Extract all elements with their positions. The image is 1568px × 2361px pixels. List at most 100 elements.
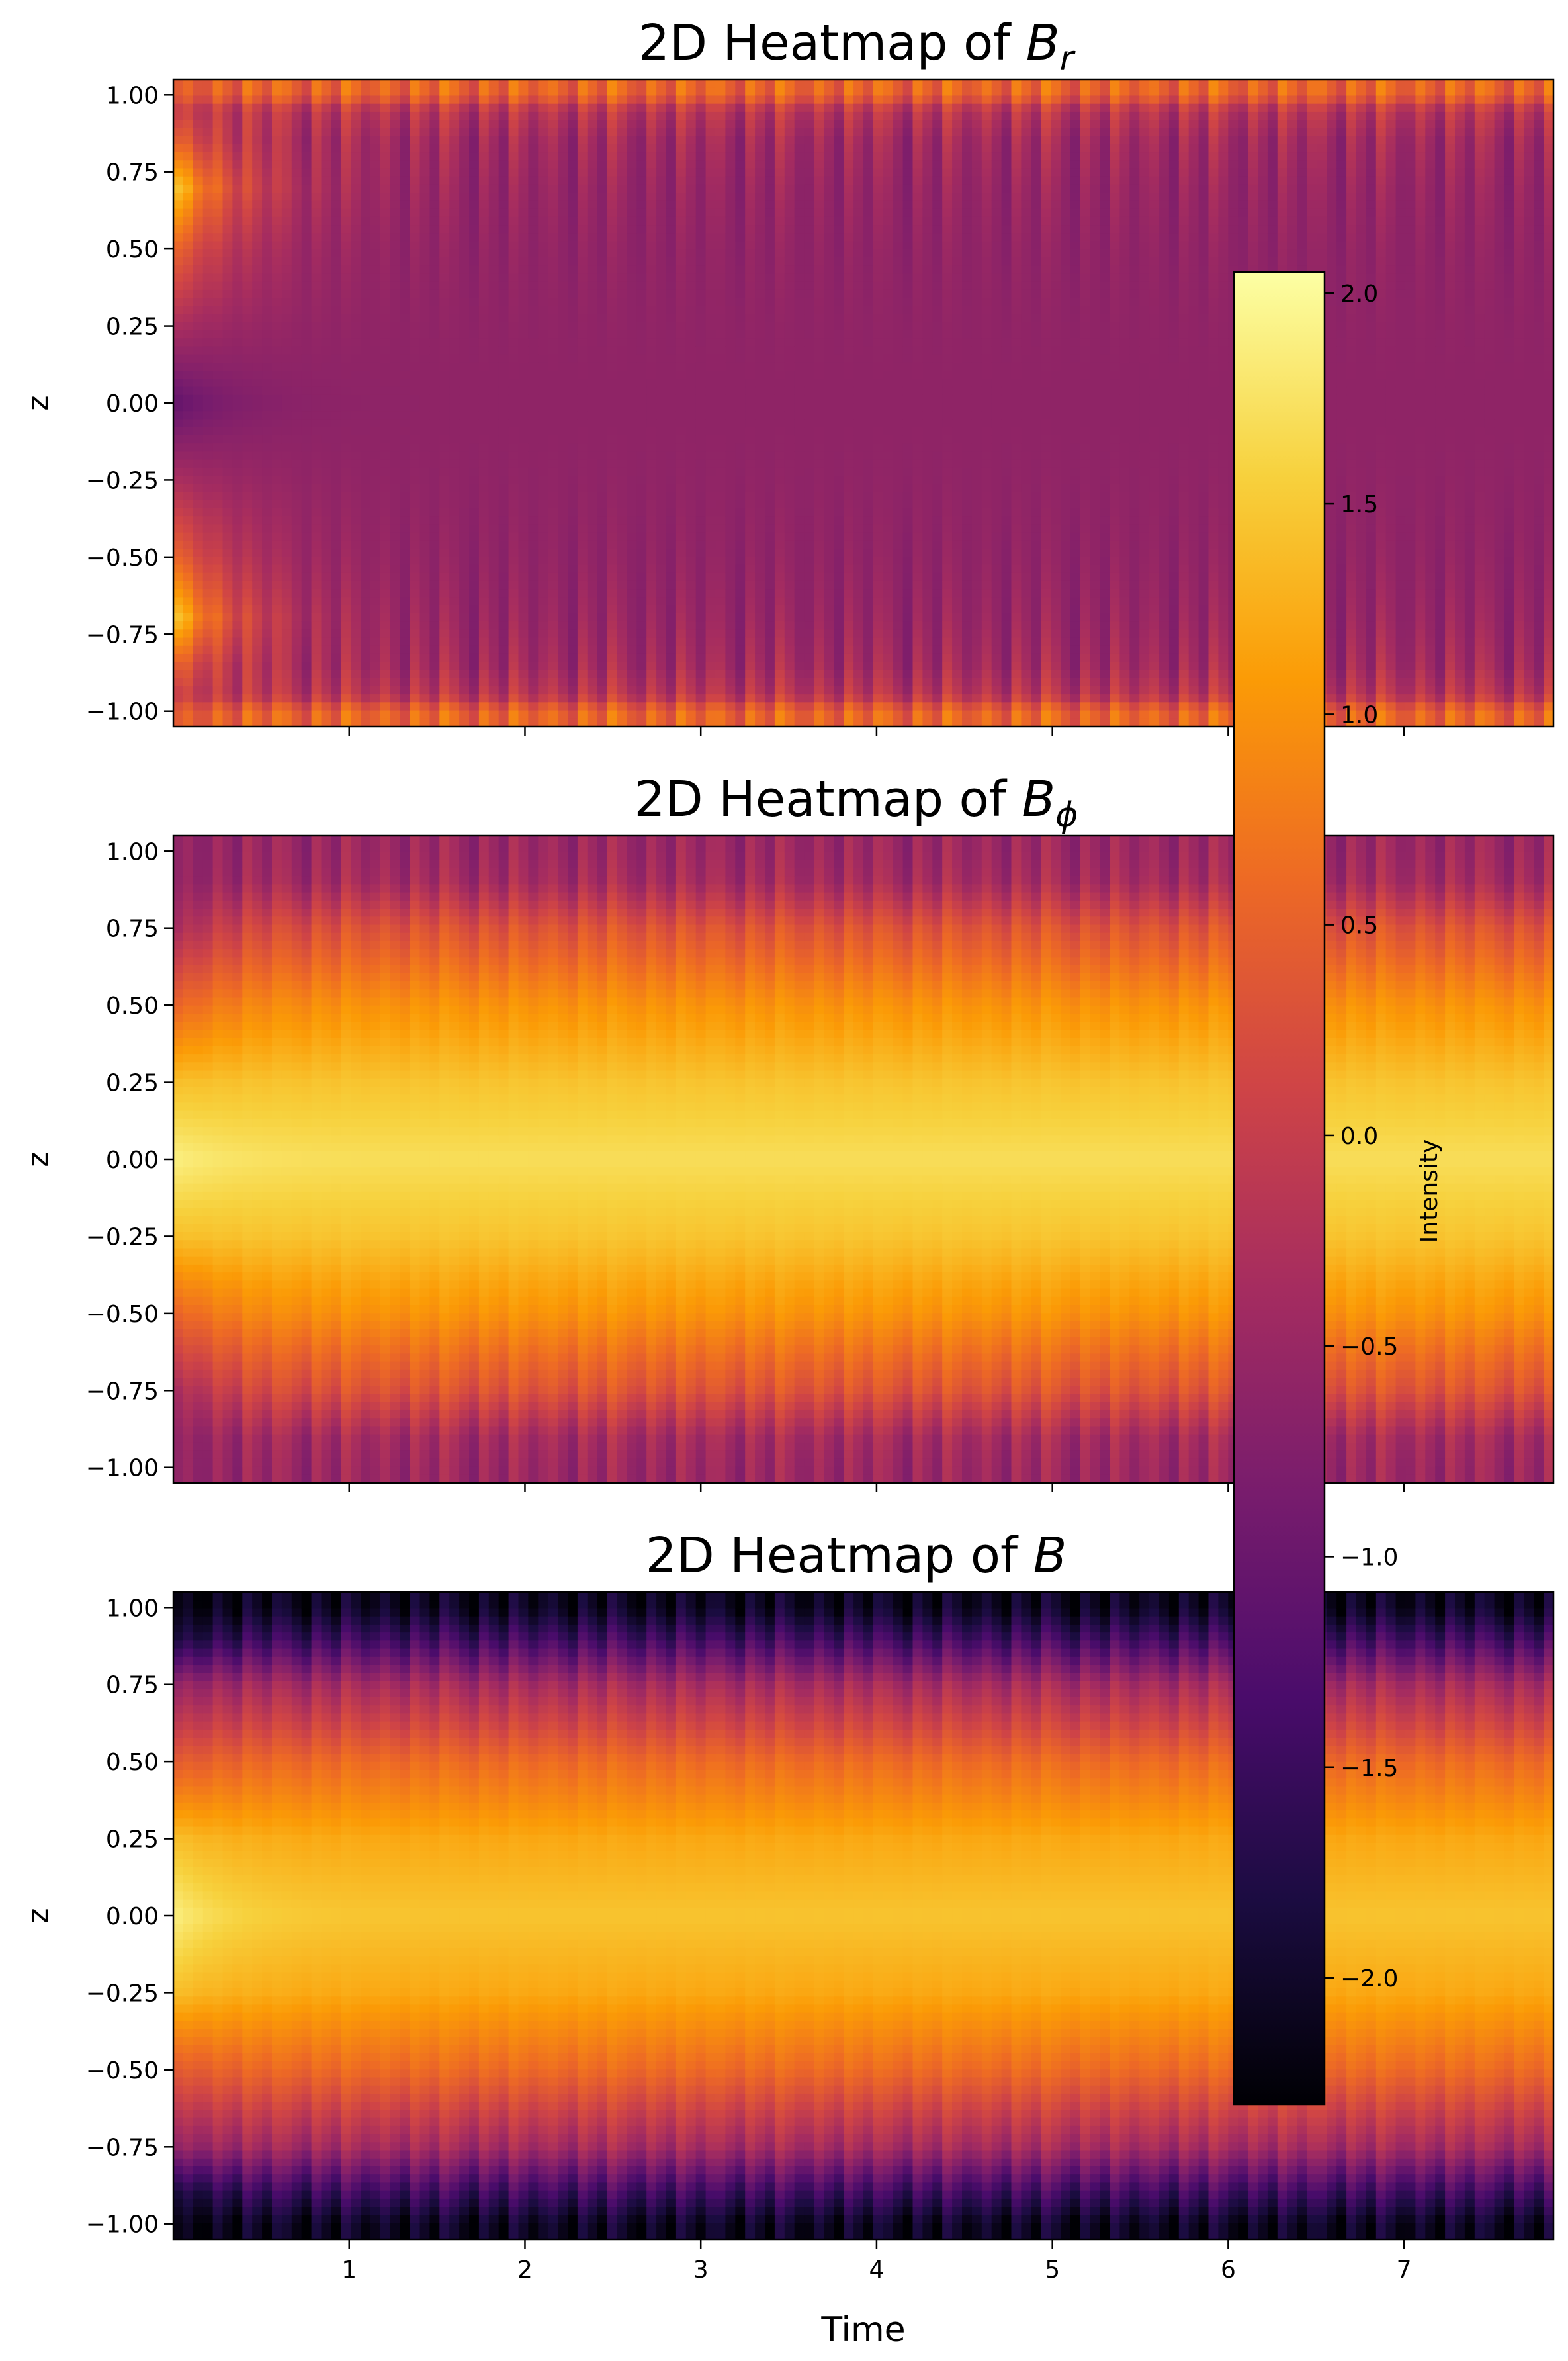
heatmap-cell [725, 136, 736, 145]
heatmap-cell [439, 549, 450, 557]
heatmap-cell [735, 225, 746, 234]
heatmap-cell [459, 330, 470, 339]
heatmap-cell [765, 265, 775, 274]
heatmap-cell [656, 338, 667, 347]
heatmap-cell [351, 589, 361, 598]
heatmap-cell [568, 613, 578, 622]
heatmap-cell [548, 613, 558, 622]
heatmap-cell [765, 427, 775, 436]
heatmap-cell [331, 662, 341, 671]
heatmap-cell [193, 670, 204, 679]
heatmap-cell [400, 394, 411, 404]
heatmap-cell [242, 645, 253, 654]
heatmap-cell [242, 670, 253, 679]
heatmap-cell [361, 322, 371, 331]
heatmap-cell [765, 176, 775, 185]
heatmap-cell [400, 467, 411, 476]
heatmap-cell [666, 298, 677, 306]
heatmap-cell [568, 411, 578, 420]
heatmap-cell [331, 500, 341, 509]
heatmap-cell [617, 346, 627, 355]
heatmap-cell [439, 645, 450, 654]
heatmap-cell [321, 160, 331, 169]
heatmap-cell [607, 492, 618, 501]
heatmap-cell [558, 580, 568, 590]
heatmap-cell [774, 103, 785, 112]
heatmap-cell [252, 443, 263, 452]
heatmap-cell [281, 710, 292, 719]
heatmap-cell [765, 605, 775, 614]
heatmap-cell [400, 686, 411, 695]
heatmap-cell [745, 265, 756, 274]
heatmap-cell [281, 419, 292, 428]
heatmap-cell [321, 273, 331, 283]
heatmap-cell [222, 257, 233, 266]
heatmap-cell [548, 484, 558, 493]
heatmap-cell [765, 289, 775, 298]
heatmap-cell [478, 362, 490, 371]
heatmap-cell [351, 87, 361, 97]
heatmap-cell [558, 257, 568, 266]
heatmap-cell [518, 95, 529, 105]
heatmap-cell [587, 500, 598, 509]
heatmap-cell [183, 216, 194, 226]
heatmap-cell [321, 564, 331, 574]
heatmap-cell [281, 346, 292, 355]
heatmap-cell [459, 273, 470, 283]
heatmap-cell [311, 87, 322, 97]
heatmap-cell [301, 670, 312, 679]
heatmap-cell [685, 273, 697, 283]
heatmap-cell [695, 540, 707, 549]
heatmap-cell [291, 467, 302, 476]
heatmap-cell [419, 589, 430, 598]
heatmap-cell [459, 484, 470, 493]
heatmap-cell [390, 678, 401, 687]
heatmap-cell [715, 257, 726, 266]
heatmap-cell [459, 403, 470, 412]
heatmap-cell [548, 193, 558, 201]
heatmap-cell [636, 184, 647, 193]
heatmap-cell [351, 540, 361, 549]
heatmap-cell [666, 540, 677, 549]
heatmap-cell [281, 451, 292, 461]
heatmap-cell [390, 597, 401, 606]
heatmap-cell [478, 467, 490, 476]
heatmap-cell [311, 605, 322, 614]
heatmap-cell [538, 200, 548, 210]
heatmap-cell [351, 103, 361, 112]
heatmap-cell [745, 411, 756, 420]
heatmap-cell [558, 459, 568, 468]
heatmap-cell [577, 524, 588, 533]
heatmap-cell [528, 702, 539, 711]
heatmap-cell [577, 120, 588, 128]
heatmap-cell [281, 678, 292, 687]
heatmap-cell [272, 718, 283, 727]
heatmap-cell [321, 265, 331, 274]
heatmap-cell [183, 241, 194, 250]
heatmap-cell [202, 120, 214, 128]
heatmap-cell [321, 362, 331, 371]
heatmap-cell [636, 710, 647, 719]
heatmap-cell [212, 508, 224, 517]
heatmap-cell [725, 435, 736, 444]
heatmap-cell [774, 281, 785, 290]
heatmap-cell [419, 459, 430, 468]
heatmap-cell [666, 306, 677, 315]
heatmap-cell [469, 322, 480, 331]
heatmap-cell [577, 580, 588, 590]
heatmap-cell [429, 678, 440, 687]
heatmap-cell [577, 128, 588, 137]
heatmap-cell [469, 160, 480, 169]
heatmap-cell [331, 289, 341, 298]
heatmap-cell [242, 540, 253, 549]
heatmap-cell [341, 564, 351, 574]
heatmap-cell [183, 208, 194, 218]
heatmap-cell [183, 200, 194, 210]
heatmap-cell [755, 653, 765, 662]
heatmap-cell [390, 306, 401, 315]
heatmap-cell [202, 281, 214, 290]
heatmap-cell [390, 427, 401, 436]
heatmap-cell [478, 265, 490, 274]
heatmap-cell [755, 484, 765, 493]
heatmap-cell [587, 379, 598, 388]
